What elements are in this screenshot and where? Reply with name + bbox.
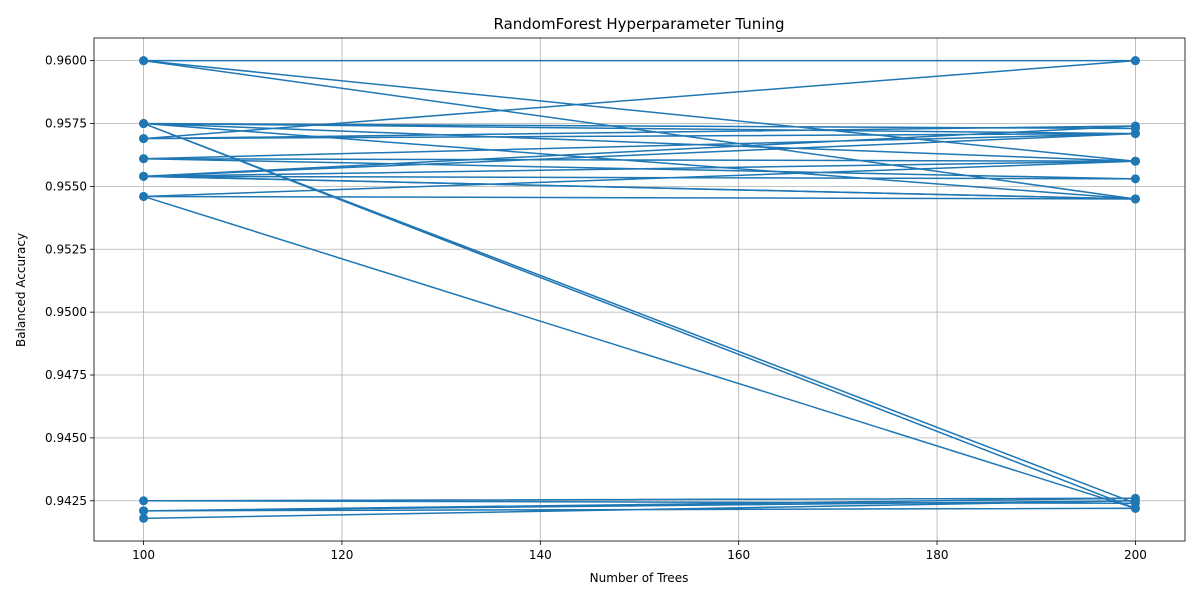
data-point bbox=[139, 191, 149, 201]
data-point bbox=[139, 119, 149, 129]
data-point bbox=[139, 171, 149, 181]
chart-title: RandomForest Hyperparameter Tuning bbox=[493, 15, 784, 33]
y-axis: 0.9425 0.9450 0.9475 0.9500 0.9525 0.9550 0.95… bbox=[45, 54, 94, 508]
data-point bbox=[139, 513, 149, 523]
data-point bbox=[1130, 194, 1140, 204]
series-line-1 bbox=[142, 59, 1137, 520]
plot-markers bbox=[139, 56, 1140, 523]
y-tick-label: 0.9525 bbox=[45, 242, 87, 256]
data-point bbox=[1130, 156, 1140, 166]
y-tick-label: 0.9575 bbox=[45, 117, 87, 131]
x-tick-label: 200 bbox=[1124, 548, 1147, 562]
data-point bbox=[139, 506, 149, 516]
y-tick-label: 0.9425 bbox=[45, 494, 87, 508]
data-point bbox=[1130, 503, 1140, 513]
x-tick-label: 100 bbox=[132, 548, 155, 562]
x-tick-label: 140 bbox=[529, 548, 552, 562]
y-tick-label: 0.9550 bbox=[45, 179, 87, 193]
y-tick-label: 0.9475 bbox=[45, 368, 87, 382]
data-point bbox=[1130, 56, 1140, 66]
data-point bbox=[139, 56, 149, 66]
data-point bbox=[139, 496, 149, 506]
x-tick-label: 120 bbox=[331, 548, 354, 562]
y-tick-label: 0.9450 bbox=[45, 431, 87, 445]
data-point bbox=[139, 134, 149, 144]
series-line-2 bbox=[142, 59, 1137, 200]
y-tick-label: 0.9600 bbox=[45, 54, 87, 68]
x-axis: 100 120 140 160 180 200 bbox=[132, 541, 1147, 562]
plot-lines bbox=[142, 59, 1137, 520]
data-point bbox=[139, 154, 149, 164]
x-tick-label: 180 bbox=[926, 548, 949, 562]
data-point bbox=[1130, 174, 1140, 184]
x-axis-label: Number of Trees bbox=[590, 571, 689, 585]
data-point bbox=[1130, 124, 1140, 134]
plot-frame bbox=[93, 37, 1186, 542]
y-axis-label: Balanced Accuracy bbox=[14, 233, 28, 347]
x-tick-label: 160 bbox=[727, 548, 750, 562]
y-tick-label: 0.9500 bbox=[45, 305, 87, 319]
